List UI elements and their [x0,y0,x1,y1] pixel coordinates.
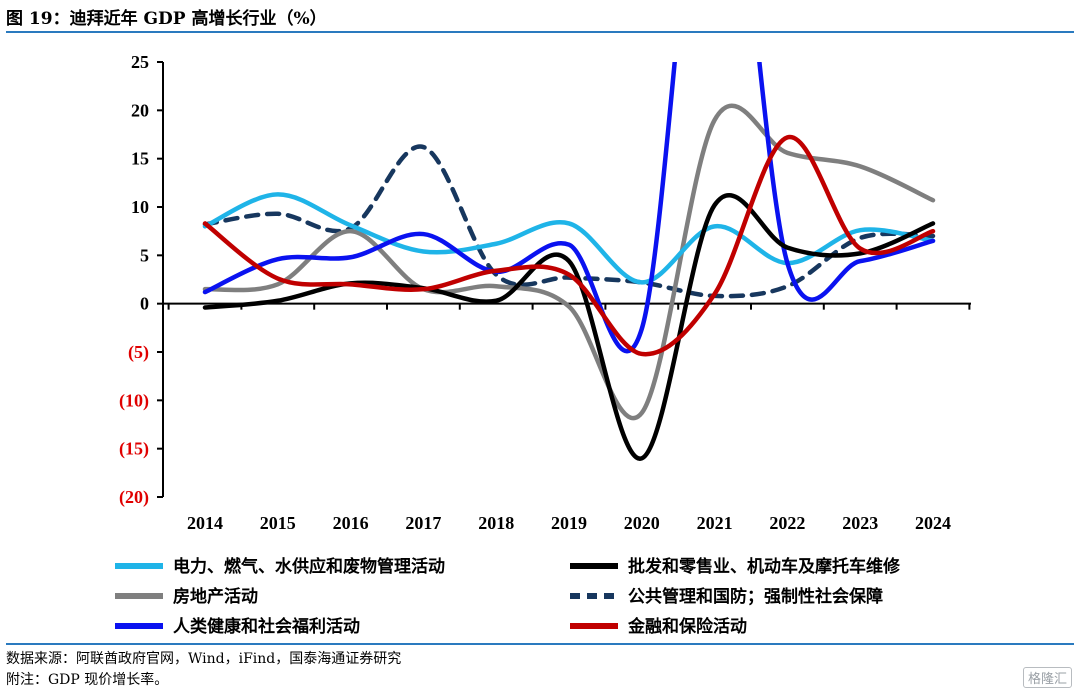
y-tick-label: 0 [140,294,149,314]
y-tick-label: 10 [131,197,149,217]
x-tick-label: 2021 [697,513,733,533]
series-line-0 [202,192,936,285]
watermark-logo: 格隆汇 [1022,667,1072,688]
x-tick-label: 2023 [842,513,878,533]
series-line-3 [202,144,936,299]
x-tick-label: 2022 [769,513,805,533]
legend-label: 人类健康和社会福利活动 [173,616,360,637]
series-line-5 [202,135,936,357]
y-tick-label: 20 [131,100,149,120]
y-tick-label: (10) [119,390,149,411]
y-tick-label: 25 [131,52,149,72]
x-tick-label: 2015 [260,513,296,533]
legend-label: 公共管理和国防；强制性社会保障 [628,586,883,607]
x-tick-label: 2014 [187,513,223,533]
series-lines [202,62,936,461]
data-source: 数据来源：阿联酋政府官网，Wind，iFind，国泰海通证券研究 [6,651,402,667]
series-line-1 [202,193,936,461]
y-tick-label: (5) [128,342,149,363]
x-tick-label: 2018 [478,513,514,533]
title-rule [6,31,1074,33]
figure-title: 图 19：迪拜近年 GDP 高增长行业（%） [6,9,327,29]
x-tick-label: 2017 [405,513,441,533]
y-tick-label: (15) [119,439,149,460]
y-tick-label: (20) [119,487,149,508]
series-line-4 [202,62,936,354]
x-tick-label: 2020 [624,513,660,533]
legend-label: 批发和零售业、机动车及摩托车维修 [628,556,901,577]
x-tick-label: 2024 [915,513,951,533]
y-tick-label: 5 [140,245,149,265]
legend-label: 房地产活动 [173,586,258,607]
x-tick-label: 2016 [333,513,369,533]
legend-label: 金融和保险活动 [627,616,747,637]
footer-rule [6,643,1074,645]
y-tick-label: 15 [131,149,149,169]
legend-label: 电力、燃气、水供应和废物管理活动 [173,556,445,577]
footnote: 附注：GDP 现价增长率。 [6,672,169,688]
series-line-2 [202,103,936,421]
x-tick-label: 2019 [551,513,587,533]
